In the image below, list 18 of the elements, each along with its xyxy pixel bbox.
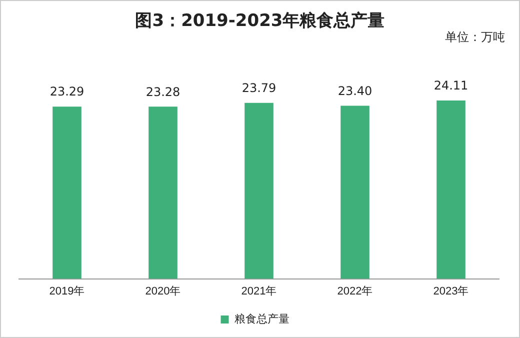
bar: [52, 106, 82, 279]
legend-label: 粮食总产量: [234, 312, 290, 326]
bar: [436, 100, 466, 279]
x-tick-label: 2021年: [241, 285, 277, 298]
bar: [148, 106, 178, 279]
data-label: 23.79: [242, 81, 276, 96]
data-label: 23.40: [338, 84, 372, 98]
data-label: 24.11: [434, 78, 468, 93]
x-tick-label: 2023年: [433, 285, 469, 298]
data-label: 23.29: [50, 84, 84, 99]
bar: [244, 102, 274, 279]
x-tick-label: 2019年: [49, 285, 85, 298]
bar: [340, 106, 370, 279]
chart-title: 图3：2019-2023年粮食总产量: [135, 11, 385, 31]
x-tick-label: 2022年: [337, 285, 373, 298]
x-tick-label: 2020年: [145, 285, 181, 298]
data-label: 23.28: [146, 84, 180, 99]
text: 单位：万吨: [445, 29, 505, 46]
